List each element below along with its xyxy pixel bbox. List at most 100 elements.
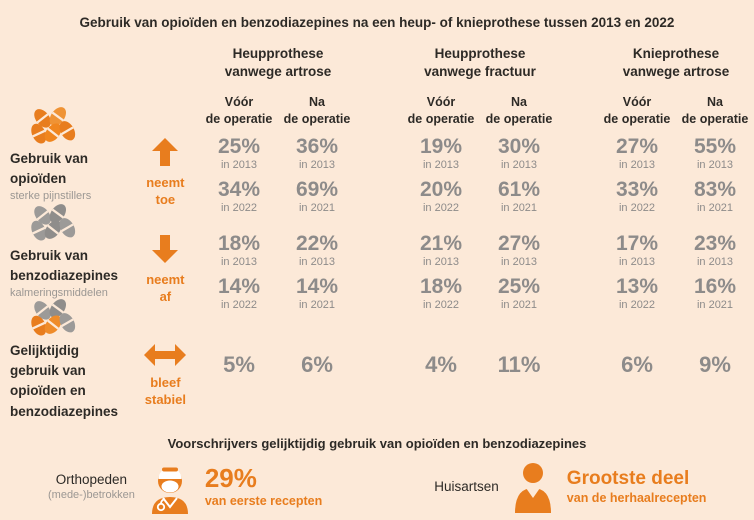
value-top: 23% bbox=[693, 231, 737, 255]
row-label-cell: Gebruik van benzodiazepines kalmeringsmi… bbox=[0, 204, 200, 322]
data-cell: 55% in 2013 83% in 2021 bbox=[676, 130, 754, 227]
subheader-voor-1: Vóór de operatie bbox=[200, 94, 278, 127]
subheader-line1: Vóór bbox=[622, 95, 652, 110]
value-bottom: 16% bbox=[693, 274, 737, 298]
subheader-line1: Vóór bbox=[224, 95, 254, 110]
value-top: 25% bbox=[217, 134, 261, 158]
prescriber-value: Grootste deel bbox=[566, 467, 690, 489]
value-top: 30% bbox=[497, 134, 541, 158]
year-bottom: in 2021 bbox=[500, 201, 538, 214]
table-row-benzodiazepines: Gebruik van benzodiazepines kalmeringsmi… bbox=[0, 204, 754, 322]
prescriber-label: Orthopeden bbox=[55, 472, 128, 488]
year-top: in 2013 bbox=[500, 255, 538, 268]
value-bottom: 83% bbox=[693, 177, 737, 201]
value-bottom: 18% bbox=[419, 274, 463, 298]
table-row-combined-use: Gelijktijdig gebruik van opioïden en ben… bbox=[0, 299, 754, 420]
trend-label: neemt toe bbox=[146, 174, 185, 207]
subheader-line1: Na bbox=[309, 95, 325, 110]
value-top: 55% bbox=[693, 134, 737, 158]
group-header-knieprothese-artrose: Knieprothese vanwege artrose bbox=[598, 45, 754, 81]
year-top: in 2013 bbox=[422, 158, 460, 171]
subheader-line2: de operatie bbox=[283, 111, 351, 126]
value-bottom: 61% bbox=[497, 177, 541, 201]
data-cell: 19% in 2013 20% in 2022 bbox=[402, 130, 480, 227]
person-icon bbox=[514, 462, 551, 513]
year-top: in 2013 bbox=[298, 158, 336, 171]
group-header-line2: vanwege artrose bbox=[622, 64, 730, 80]
year-bottom: in 2021 bbox=[696, 201, 734, 214]
year-bottom: in 2021 bbox=[298, 201, 336, 214]
year-bottom: in 2022 bbox=[422, 201, 460, 214]
subheader-line2: de operatie bbox=[205, 111, 273, 126]
subheader-na-3: Na de operatie bbox=[676, 94, 754, 127]
row-label: Gebruik van opioïden bbox=[10, 150, 89, 187]
value-top: 17% bbox=[615, 231, 659, 255]
prescriber-general-practitioners: Huisartsen Grootste deel van de herhaalr… bbox=[434, 461, 706, 513]
arrow-up-icon bbox=[152, 137, 179, 166]
footer-title: Voorschrijvers gelijktijdig gebruik van … bbox=[167, 435, 587, 451]
year-bottom: in 2021 bbox=[500, 298, 538, 311]
data-cell: 25% in 2013 34% in 2022 bbox=[200, 130, 278, 227]
year-bottom: in 2022 bbox=[422, 298, 460, 311]
row-label: Gebruik van benzodiazepines bbox=[10, 247, 119, 284]
pills-orange-icon bbox=[31, 107, 76, 144]
value-bottom: 33% bbox=[615, 177, 659, 201]
year-top: in 2013 bbox=[618, 158, 656, 171]
prescriber-label: Huisartsen bbox=[434, 479, 499, 495]
prescribers-section: Orthopeden (mede-)betrokken 29% van eers… bbox=[0, 460, 754, 514]
table-row-opioids: Gebruik van opioïden sterke pijnstillers… bbox=[0, 107, 754, 227]
value-top: 21% bbox=[419, 231, 463, 255]
row-sublabel: sterke pijnstillers bbox=[10, 190, 92, 203]
value-bottom: 14% bbox=[295, 274, 339, 298]
value-bottom: 13% bbox=[615, 274, 659, 298]
value-bottom: 34% bbox=[217, 177, 261, 201]
value-top: 18% bbox=[217, 231, 261, 255]
group-header-heupprothese-artrose: Heupprothese vanwege artrose bbox=[200, 45, 356, 81]
value-top: 27% bbox=[497, 231, 541, 255]
pills-gray-icon bbox=[31, 204, 76, 241]
prescriber-orthopedists: Orthopeden (mede-)betrokken 29% van eers… bbox=[48, 460, 322, 514]
data-cell: 11% bbox=[497, 351, 541, 377]
group-header-line2: vanwege fractuur bbox=[424, 64, 536, 80]
data-cell: 30% in 2013 61% in 2021 bbox=[480, 130, 558, 227]
row-sublabel: kalmeringsmiddelen bbox=[10, 287, 108, 300]
subheader-line1: Vóór bbox=[426, 95, 456, 110]
value-top: 22% bbox=[295, 231, 339, 255]
prescriber-caption: van de herhaalrecepten bbox=[566, 490, 707, 505]
subheader-line2: de operatie bbox=[681, 111, 749, 126]
value-top: 36% bbox=[295, 134, 339, 158]
trend-label: neemt af bbox=[146, 271, 185, 304]
data-cell: 18% in 2013 14% in 2022 bbox=[200, 227, 278, 322]
year-bottom: in 2021 bbox=[298, 298, 336, 311]
group-header-heupprothese-fractuur: Heupprothese vanwege fractuur bbox=[402, 45, 558, 81]
data-cell: 36% in 2013 69% in 2021 bbox=[278, 130, 356, 227]
data-cell: 21% in 2013 18% in 2022 bbox=[402, 227, 480, 322]
year-bottom: in 2022 bbox=[618, 201, 656, 214]
value-bottom: 69% bbox=[295, 177, 339, 201]
value-bottom: 20% bbox=[419, 177, 463, 201]
data-cell: 6% bbox=[621, 351, 653, 377]
data-cell: 27% in 2013 33% in 2022 bbox=[598, 130, 676, 227]
subheader-na-2: Na de operatie bbox=[480, 94, 558, 127]
subheader-voor-3: Vóór de operatie bbox=[598, 94, 676, 127]
data-cell: 23% in 2013 16% in 2021 bbox=[676, 227, 754, 322]
subheader-line2: de operatie bbox=[603, 111, 671, 126]
row-label-cell: Gebruik van opioïden sterke pijnstillers… bbox=[0, 107, 200, 227]
subheader-line2: de operatie bbox=[485, 111, 553, 126]
prescriber-value: 29% bbox=[204, 463, 257, 494]
year-top: in 2013 bbox=[220, 255, 258, 268]
prescriber-sublabel: (mede-)betrokken bbox=[48, 489, 135, 502]
group-header-line1: Heupprothese bbox=[232, 46, 324, 61]
surgeon-icon bbox=[151, 467, 188, 514]
value-top: 27% bbox=[615, 134, 659, 158]
data-cell: 17% in 2013 13% in 2022 bbox=[598, 227, 676, 322]
subheader-line1: Na bbox=[511, 95, 527, 110]
data-cell: 5% bbox=[223, 351, 255, 377]
subheader-na-1: Na de operatie bbox=[278, 94, 356, 127]
year-bottom: in 2022 bbox=[618, 298, 656, 311]
year-top: in 2013 bbox=[618, 255, 656, 268]
data-cell: 27% in 2013 25% in 2021 bbox=[480, 227, 558, 322]
subheader-row: Vóór de operatie Na de operatie Vóór de … bbox=[0, 94, 754, 127]
prescriber-caption: van eerste recepten bbox=[204, 494, 323, 509]
